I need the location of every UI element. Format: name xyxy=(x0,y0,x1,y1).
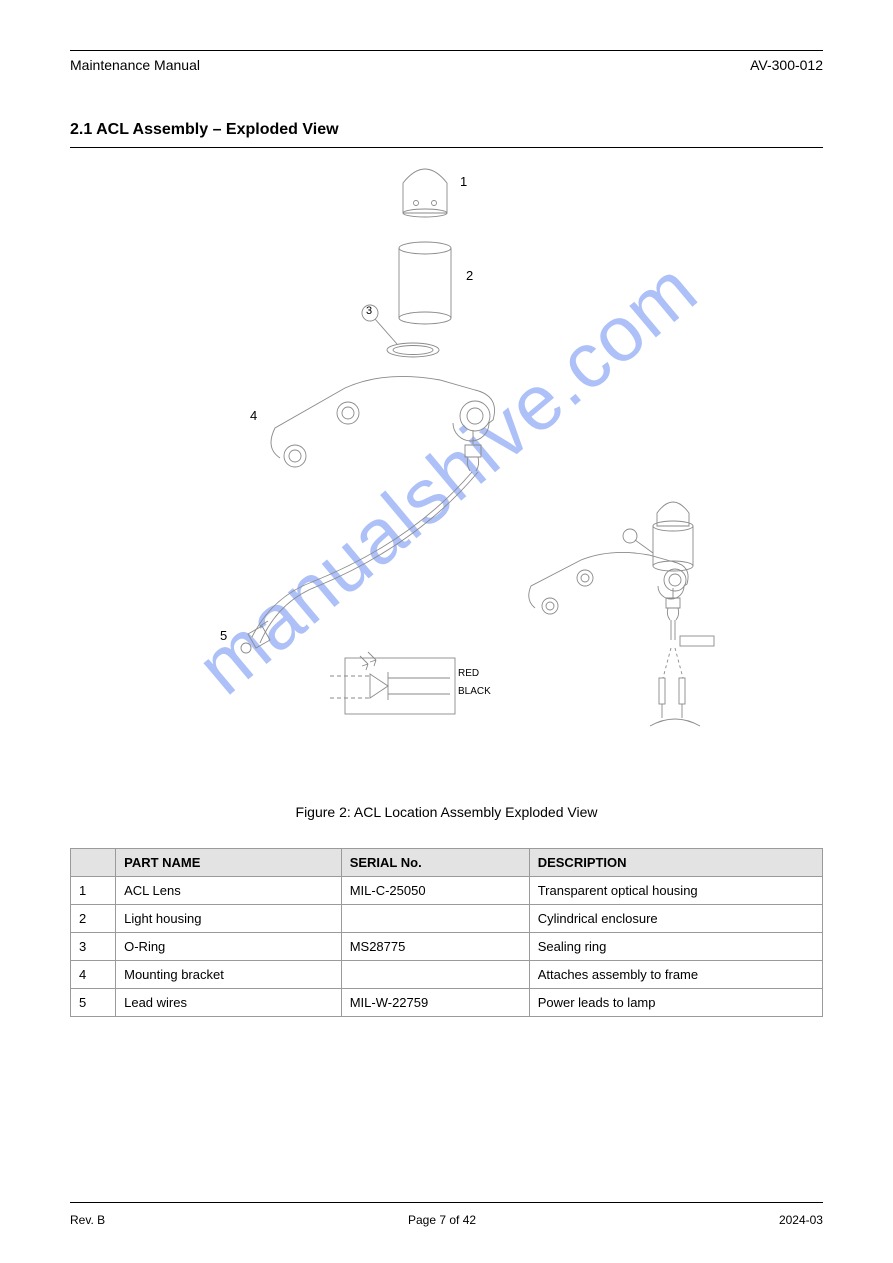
cell-sn: MIL-C-25050 xyxy=(341,877,529,905)
col-header-sn: SERIAL No. xyxy=(341,849,529,877)
callout-4: 4 xyxy=(250,408,257,423)
cell-desc: Cylindrical enclosure xyxy=(529,905,822,933)
cell-sn xyxy=(341,961,529,989)
col-header-no xyxy=(71,849,116,877)
cell-part: Lead wires xyxy=(116,989,342,1017)
callout-5: 5 xyxy=(220,628,227,643)
parts-table-body: 1 ACL Lens MIL-C-25050 Transparent optic… xyxy=(71,877,823,1017)
led-black-label: BLACK xyxy=(458,686,491,697)
footer-page: Page 7 of 42 xyxy=(408,1213,476,1227)
doc-id: AV-300-012 xyxy=(750,57,823,73)
section-rule xyxy=(70,147,823,148)
exploded-view-svg xyxy=(70,158,823,798)
callout-1: 1 xyxy=(460,174,467,189)
cell-no: 5 xyxy=(71,989,116,1017)
cell-desc: Power leads to lamp xyxy=(529,989,822,1017)
cell-part: Light housing xyxy=(116,905,342,933)
table-row: 2 Light housing Cylindrical enclosure xyxy=(71,905,823,933)
col-header-desc: DESCRIPTION xyxy=(529,849,822,877)
cell-sn: MIL-W-22759 xyxy=(341,989,529,1017)
bottom-rule xyxy=(70,1202,823,1203)
table-row: 5 Lead wires MIL-W-22759 Power leads to … xyxy=(71,989,823,1017)
page-footer: Rev. B Page 7 of 42 2024-03 xyxy=(70,1213,823,1227)
col-header-part: PART NAME xyxy=(116,849,342,877)
table-row: 1 ACL Lens MIL-C-25050 Transparent optic… xyxy=(71,877,823,905)
cell-sn xyxy=(341,905,529,933)
page-header: Maintenance Manual AV-300-012 xyxy=(70,57,823,73)
parts-table: PART NAME SERIAL No. DESCRIPTION 1 ACL L… xyxy=(70,848,823,1017)
cell-part: Mounting bracket xyxy=(116,961,342,989)
callout-3: 3 xyxy=(366,305,372,317)
footer-rev: Rev. B xyxy=(70,1213,105,1227)
cell-desc: Transparent optical housing xyxy=(529,877,822,905)
cell-no: 4 xyxy=(71,961,116,989)
cell-part: ACL Lens xyxy=(116,877,342,905)
cell-no: 3 xyxy=(71,933,116,961)
table-header-row: PART NAME SERIAL No. DESCRIPTION xyxy=(71,849,823,877)
cell-no: 1 xyxy=(71,877,116,905)
footer-date: 2024-03 xyxy=(779,1213,823,1227)
cell-no: 2 xyxy=(71,905,116,933)
cell-sn: MS28775 xyxy=(341,933,529,961)
manual-title: Maintenance Manual xyxy=(70,57,200,73)
led-red-label: RED xyxy=(458,668,479,679)
callout-2: 2 xyxy=(466,268,473,283)
figure-caption: Figure 2: ACL Location Assembly Exploded… xyxy=(70,804,823,820)
table-row: 3 O-Ring MS28775 Sealing ring xyxy=(71,933,823,961)
top-rule xyxy=(70,50,823,51)
cell-part: O-Ring xyxy=(116,933,342,961)
cell-desc: Sealing ring xyxy=(529,933,822,961)
table-row: 4 Mounting bracket Attaches assembly to … xyxy=(71,961,823,989)
cell-desc: Attaches assembly to frame xyxy=(529,961,822,989)
section-title: 2.1 ACL Assembly – Exploded View xyxy=(70,121,823,139)
exploded-view-figure: manualshive.com xyxy=(70,158,823,798)
